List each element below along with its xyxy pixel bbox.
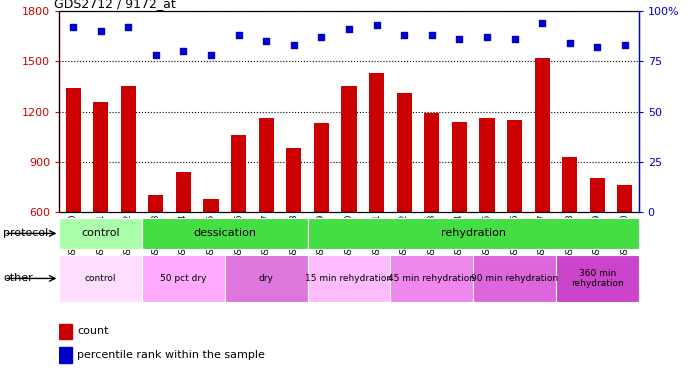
Text: other: other [3,273,34,284]
Point [399,32,410,38]
Point [482,34,493,40]
Bar [480,118,494,212]
Point [233,32,244,38]
Bar [121,87,136,212]
Text: protocol: protocol [3,228,49,238]
Text: count: count [77,326,109,336]
Text: 45 min rehydration: 45 min rehydration [388,274,475,283]
Text: dry: dry [259,274,274,283]
Point [619,42,630,48]
Bar [148,195,163,212]
Bar [308,217,639,249]
Bar [93,102,108,212]
Point [564,40,575,46]
Bar [59,347,72,363]
Point [123,24,134,30]
Point [205,53,216,58]
Bar [314,123,329,212]
Point [178,48,189,54]
Text: control: control [85,274,117,283]
Text: 50 pct dry: 50 pct dry [161,274,207,283]
Bar [390,255,473,302]
Bar [424,113,439,212]
Bar [452,122,467,212]
Bar [286,148,302,212]
Point [150,53,161,58]
Bar [176,172,191,212]
Point [537,20,548,26]
Bar [507,120,522,212]
Point [315,34,327,40]
Bar [259,118,274,212]
Bar [142,217,308,249]
Bar [341,87,357,212]
Bar [225,255,308,302]
Text: rehydration: rehydration [440,228,505,238]
Bar [369,73,384,212]
Point [426,32,438,38]
Bar [617,185,632,212]
Bar [59,255,142,302]
Text: percentile rank within the sample: percentile rank within the sample [77,350,265,360]
Point [371,22,383,28]
Text: 90 min rehydration: 90 min rehydration [471,274,558,283]
Bar [66,88,81,212]
Text: 360 min
rehydration: 360 min rehydration [571,269,624,288]
Bar [308,255,390,302]
Point [509,36,520,42]
Bar [231,135,246,212]
Bar [590,178,605,212]
Point [343,26,355,32]
Point [260,38,272,44]
Bar [473,255,556,302]
Text: control: control [82,228,120,238]
Bar [142,255,225,302]
Bar [562,157,577,212]
Bar [535,58,550,212]
Point [454,36,465,42]
Point [68,24,79,30]
Text: 15 min rehydration: 15 min rehydration [306,274,392,283]
Bar [396,93,412,212]
Point [592,44,603,50]
Bar [556,255,639,302]
Bar [59,324,72,339]
Point [95,28,106,34]
Text: GDS2712 / 9172_at: GDS2712 / 9172_at [54,0,175,10]
Bar [59,217,142,249]
Text: dessication: dessication [193,228,256,238]
Bar [204,198,218,212]
Point [288,42,299,48]
